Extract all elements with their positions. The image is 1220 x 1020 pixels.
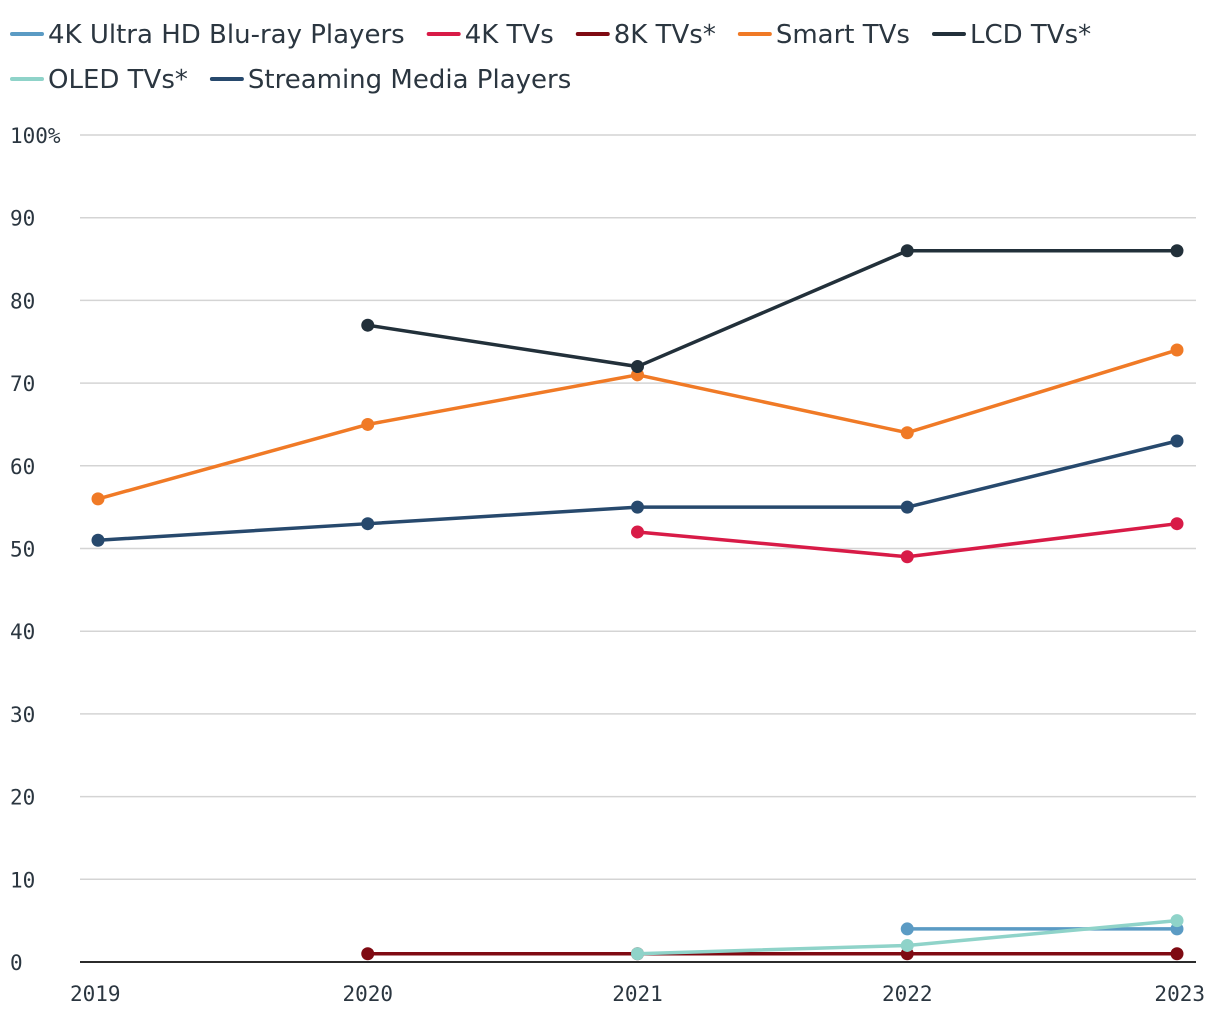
data-point-streaming-media-players: [631, 500, 644, 514]
data-point-streaming-media-players: [1170, 434, 1184, 448]
legend-label: 4K TVs: [465, 20, 554, 50]
legend-label: Streaming Media Players: [248, 65, 571, 95]
data-point-4k-tvs: [631, 525, 644, 539]
y-tick-label: 10: [10, 868, 35, 892]
data-point-8k-tvs: [361, 947, 375, 961]
data-point-8k-tvs: [1170, 947, 1184, 961]
x-tick-label: 2022: [882, 982, 933, 1006]
series-smart-tvs: [91, 343, 1184, 506]
legend-item-streaming-media-players[interactable]: Streaming Media Players: [209, 65, 571, 95]
legend-item-4k-ultra-hd-blu-ray-players[interactable]: 4K Ultra HD Blu-ray Players: [10, 20, 405, 50]
legend-label: Smart TVs: [776, 20, 910, 50]
x-tick-label: 2023: [1154, 982, 1205, 1006]
y-tick-label: 50: [10, 538, 35, 562]
data-point-oled-tvs: [631, 947, 644, 961]
data-point-smart-tvs: [1170, 343, 1184, 357]
legend-item-8k-tvs[interactable]: 8K TVs*: [575, 20, 716, 50]
data-point-4k-tvs: [1170, 517, 1184, 531]
x-tick-label: 2021: [612, 982, 663, 1006]
data-point-smart-tvs: [361, 417, 375, 431]
y-tick-label: 70: [10, 372, 35, 396]
y-tick-label: 0: [10, 951, 23, 975]
legend-item-4k-tvs[interactable]: 4K TVs: [426, 20, 554, 50]
legend-label: OLED TVs*: [48, 65, 188, 95]
data-point-4k-ultra-hd-blu-ray-players: [900, 922, 914, 936]
x-tick-label: 2020: [342, 982, 393, 1006]
y-tick-label: 100%: [10, 124, 61, 148]
y-tick-label: 60: [10, 455, 35, 479]
legend: 4K Ultra HD Blu-ray Players 4K TVs 8K TVs*…: [10, 20, 1091, 95]
data-point-oled-tvs: [900, 938, 914, 952]
data-point-streaming-media-players: [91, 533, 105, 547]
data-point-4k-tvs: [900, 550, 914, 564]
legend-item-smart-tvs[interactable]: Smart TVs: [737, 20, 910, 50]
data-point-smart-tvs: [91, 492, 105, 506]
x-axis: 2019 2020 2021 2022 2023: [70, 982, 1205, 1006]
data-point-smart-tvs: [900, 426, 914, 440]
series-streaming-media-players: [91, 434, 1184, 547]
series-line-lcd-tvs: [366, 249, 1179, 369]
y-tick-label: 80: [10, 289, 35, 313]
legend-label: LCD TVs*: [970, 20, 1091, 50]
grid-lines: [80, 134, 1196, 963]
y-axis: 0 10 20 30 40 50 60 70 80 90 100%: [10, 124, 61, 975]
legend-item-lcd-tvs[interactable]: LCD TVs*: [931, 20, 1091, 50]
data-point-oled-tvs: [1170, 914, 1184, 928]
y-tick-label: 30: [10, 703, 35, 727]
data-point-lcd-tvs: [900, 244, 914, 258]
y-tick-label: 20: [10, 786, 35, 810]
data-point-lcd-tvs: [631, 360, 644, 374]
data-point-streaming-media-players: [900, 500, 914, 514]
y-tick-label: 40: [10, 620, 35, 644]
plot-area: [91, 244, 1184, 961]
legend-item-oled-tvs[interactable]: OLED TVs*: [10, 65, 188, 95]
legend-label: 8K TVs*: [614, 20, 716, 50]
series-4k-tvs: [631, 517, 1184, 564]
data-point-streaming-media-players: [361, 517, 375, 531]
series-oled-tvs: [631, 914, 1184, 961]
data-point-lcd-tvs: [1170, 244, 1184, 258]
y-tick-label: 90: [10, 207, 35, 231]
data-point-lcd-tvs: [361, 318, 375, 332]
x-tick-label: 2019: [70, 982, 121, 1006]
legend-label: 4K Ultra HD Blu-ray Players: [48, 20, 405, 50]
series-lcd-tvs: [361, 244, 1184, 374]
